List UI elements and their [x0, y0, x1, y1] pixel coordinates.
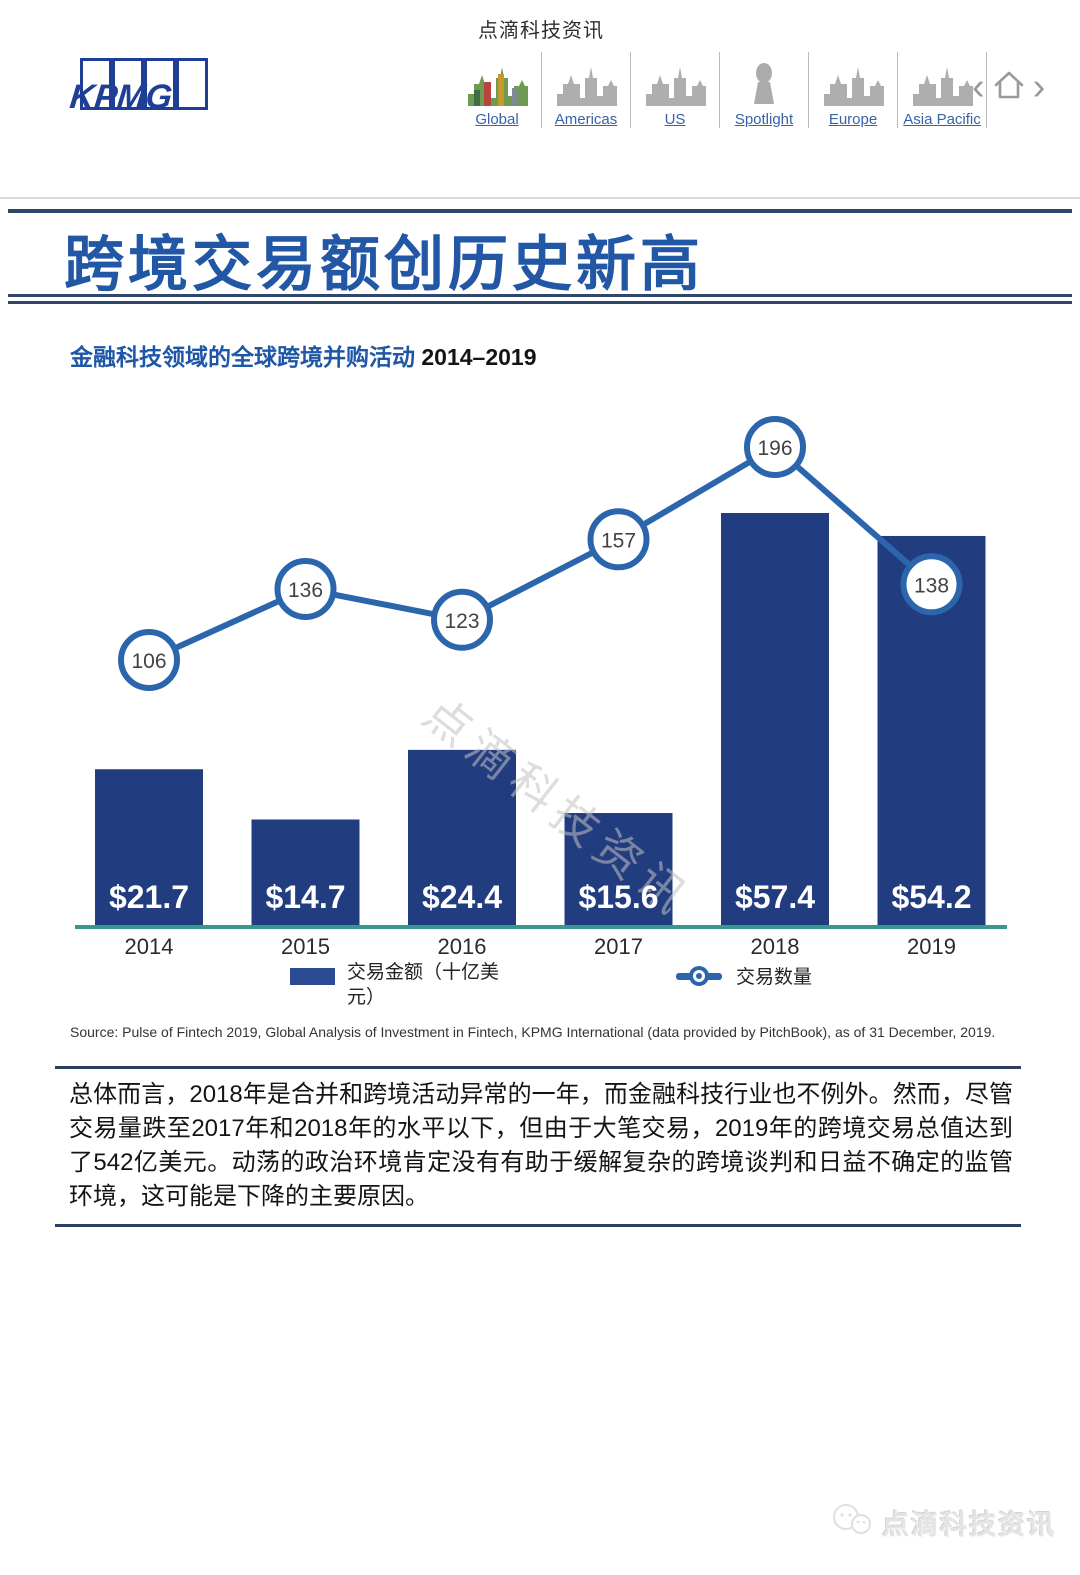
x-tick-2018: 2018	[751, 934, 800, 959]
chart-title-text: 金融科技领域的全球跨境并购活动	[70, 344, 415, 370]
x-tick-2015: 2015	[281, 934, 330, 959]
commentary-text: 总体而言，2018年是合并和跨境活动异常的一年，而金融科技行业也不例外。然而，尽…	[69, 1081, 1013, 1210]
americas-skyline-icon	[555, 60, 617, 108]
global-skyline-icon	[466, 60, 528, 108]
nav-item-europe[interactable]: Europe	[809, 52, 898, 128]
bar-2018	[721, 513, 829, 925]
kpmg-logo-square	[80, 58, 112, 110]
bar-legend-label-line1: 交易金额（十亿美	[347, 962, 500, 983]
nav-label[interactable]: Global	[475, 111, 519, 128]
x-tick-2019: 2019	[907, 934, 956, 959]
x-tick-2014: 2014	[125, 934, 174, 959]
spotlight-statue-icon	[747, 60, 781, 108]
nav-item-spotlight[interactable]: Spotlight	[720, 52, 809, 128]
bar-value-label-2014: $21.7	[109, 879, 189, 915]
marker-2016	[431, 588, 493, 651]
kpmg-logo-text: KPMG	[68, 78, 175, 116]
chevron-left-icon[interactable]: ‹	[972, 66, 985, 108]
nav-item-americas[interactable]: Americas	[542, 52, 631, 128]
kpmg-logo-square	[112, 58, 144, 110]
source-note: Source: Pulse of Fintech 2019, Global An…	[70, 1024, 996, 1040]
line-legend-label: 交易数量	[736, 967, 813, 988]
us-skyline-icon	[644, 60, 706, 108]
bar-value-label-2017: $15.6	[578, 879, 658, 915]
title-rule-bottom-2	[8, 301, 1072, 304]
nav-label[interactable]: Americas	[554, 111, 618, 128]
bar-legend-label: 交易金额（十亿美 元）	[347, 960, 499, 1010]
bar-value-label-2018: $57.4	[735, 879, 815, 915]
deal-count-label-2019: 138	[914, 574, 949, 597]
deal-count-label-2014: 106	[131, 650, 166, 673]
asia-pacific-skyline-icon	[911, 60, 973, 108]
x-tick-2017: 2017	[594, 934, 643, 959]
marker-2017	[587, 508, 650, 571]
bar-value-label-2015: $14.7	[265, 879, 345, 915]
nav-item-us[interactable]: US	[631, 52, 720, 128]
bar-2015	[251, 819, 360, 925]
account-title: 点滴科技资讯	[478, 20, 604, 42]
legend-item-deal-value: 交易金额（十亿美 元）	[290, 960, 499, 1010]
bar-2014	[95, 769, 203, 925]
bar-legend-swatch	[290, 968, 335, 985]
nav-item-asia-pacific[interactable]: Asia Pacific	[898, 52, 987, 128]
page-title: 跨境交易额创历史新高	[64, 231, 704, 298]
marker-2014	[118, 629, 180, 691]
footer-watermark: 点滴科技资讯	[830, 1502, 1056, 1543]
kpmg-logo-square	[176, 58, 208, 110]
nav-label[interactable]: US	[664, 111, 686, 128]
chevron-right-icon[interactable]: ›	[1032, 66, 1046, 108]
title-rule-top	[8, 209, 1072, 213]
divider	[0, 197, 1080, 199]
deal-count-label-2016: 123	[444, 610, 479, 633]
region-nav: Global Americas US Spotlight Europe As	[453, 52, 987, 128]
title-rule-bottom-1	[8, 294, 1072, 297]
deal-count-label-2015: 136	[288, 579, 323, 602]
legend-item-deal-count: 交易数量	[676, 962, 812, 989]
deal-count-label-2018: 196	[757, 437, 792, 460]
x-tick-2016: 2016	[438, 934, 487, 959]
bar-value-label-2016: $24.4	[422, 879, 502, 915]
bar-2017	[564, 813, 673, 925]
wechat-bubbles-icon	[830, 1502, 874, 1543]
line-legend-marker-icon	[676, 965, 722, 987]
deal-count-label-2017: 157	[601, 529, 636, 552]
chart-title-range: 2014–2019	[421, 344, 537, 370]
marker-2015	[274, 558, 337, 620]
bar-value-label-2019: $54.2	[891, 879, 971, 915]
nav-label[interactable]: Asia Pacific	[903, 111, 981, 128]
marker-2018	[744, 416, 806, 478]
kpmg-logo: KPMG	[68, 50, 208, 116]
bar-2016	[408, 749, 516, 925]
commentary-block: 总体而言，2018年是合并和跨境活动异常的一年，而金融科技行业也不例外。然而，尽…	[55, 1066, 1021, 1227]
kpmg-logo-square	[144, 58, 176, 110]
bar-legend-label-line2: 元）	[347, 987, 386, 1008]
pager: ‹ ›	[972, 68, 1045, 106]
marker-2019	[900, 553, 963, 616]
home-icon[interactable]	[992, 69, 1026, 106]
nav-item-global[interactable]: Global	[453, 52, 542, 128]
europe-skyline-icon	[822, 60, 884, 108]
footer-watermark-text: 点滴科技资讯	[882, 1510, 1056, 1540]
nav-label[interactable]: Europe	[828, 111, 878, 128]
nav-label[interactable]: Spotlight	[734, 111, 794, 128]
chart-title: 金融科技领域的全球跨境并购活动 2014–2019	[70, 338, 537, 372]
